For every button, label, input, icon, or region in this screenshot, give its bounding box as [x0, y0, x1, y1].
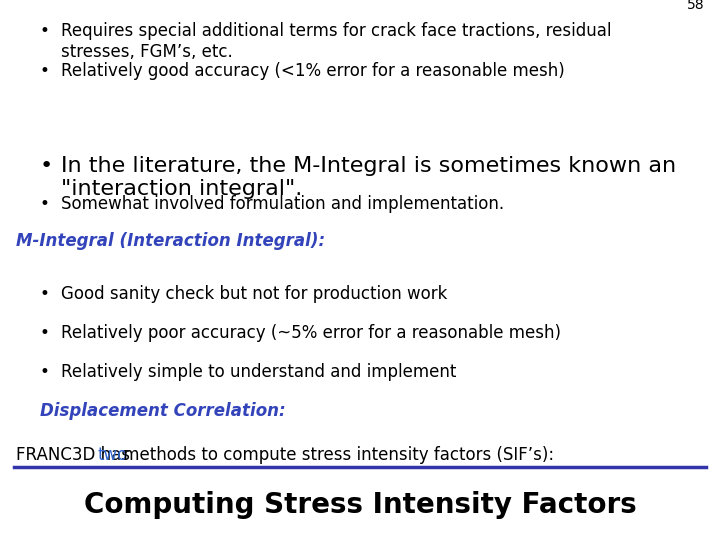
- Text: Good sanity check but not for production work: Good sanity check but not for production…: [61, 285, 448, 302]
- Text: •: •: [40, 363, 50, 381]
- Text: Relatively poor accuracy (~5% error for a reasonable mesh): Relatively poor accuracy (~5% error for …: [61, 324, 561, 342]
- Text: Relatively good accuracy (<1% error for a reasonable mesh): Relatively good accuracy (<1% error for …: [61, 62, 565, 79]
- Text: In the literature, the M-Integral is sometimes known an
"interaction integral".: In the literature, the M-Integral is som…: [61, 156, 676, 199]
- Text: Requires special additional terms for crack face tractions, residual
stresses, F: Requires special additional terms for cr…: [61, 22, 612, 61]
- Text: •: •: [40, 156, 53, 176]
- Text: two: two: [98, 446, 128, 463]
- Text: Somewhat involved formulation and implementation.: Somewhat involved formulation and implem…: [61, 195, 504, 213]
- Text: •: •: [40, 285, 50, 302]
- Text: •: •: [40, 62, 50, 79]
- Text: M-Integral (Interaction Integral):: M-Integral (Interaction Integral):: [16, 232, 325, 249]
- Text: Relatively simple to understand and implement: Relatively simple to understand and impl…: [61, 363, 456, 381]
- Text: •: •: [40, 195, 50, 213]
- Text: Displacement Correlation:: Displacement Correlation:: [40, 402, 285, 420]
- Text: 58: 58: [687, 0, 704, 12]
- Text: Computing Stress Intensity Factors: Computing Stress Intensity Factors: [84, 491, 636, 519]
- Text: methods to compute stress intensity factors (SIF’s):: methods to compute stress intensity fact…: [118, 446, 554, 463]
- Text: FRANC3D has: FRANC3D has: [16, 446, 135, 463]
- Text: •: •: [40, 22, 50, 40]
- Text: •: •: [40, 324, 50, 342]
